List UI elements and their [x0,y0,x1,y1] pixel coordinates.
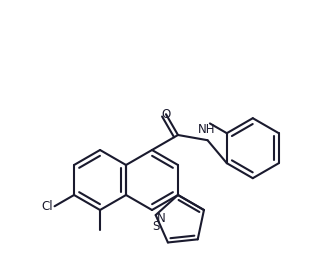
Text: N: N [157,212,166,225]
Text: Cl: Cl [41,200,53,213]
Text: O: O [161,108,171,121]
Text: S: S [152,220,159,233]
Text: NH: NH [198,123,215,136]
